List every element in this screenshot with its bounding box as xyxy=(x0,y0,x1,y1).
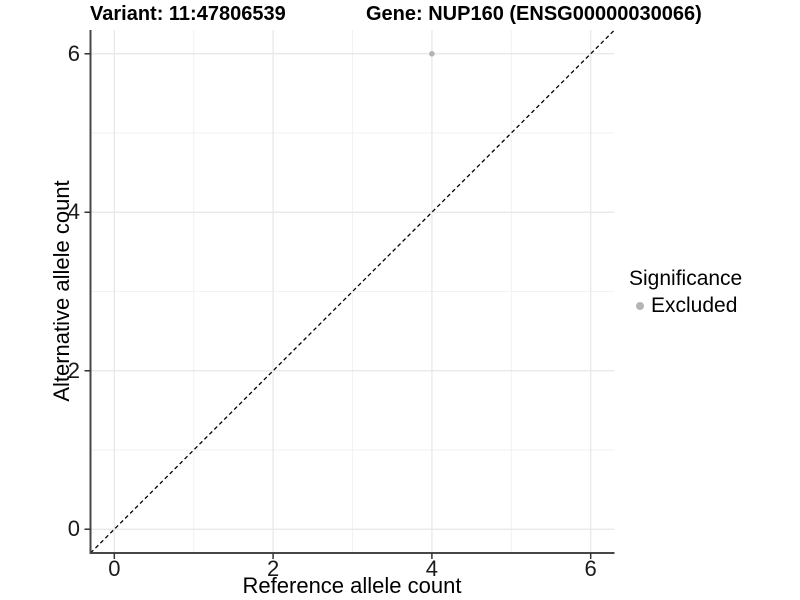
y-tick-label: 0 xyxy=(67,516,80,542)
legend-items: Excluded xyxy=(629,293,742,318)
y-tick-label: 6 xyxy=(67,40,80,66)
legend-title: Significance xyxy=(629,267,743,290)
y-tick-label: 2 xyxy=(67,357,80,383)
plot-title-gene: Gene: NUP160 (ENSG00000030066) xyxy=(366,3,702,25)
data-point xyxy=(429,50,435,57)
x-tick-label: 2 xyxy=(266,556,280,581)
y-tick-label: 4 xyxy=(67,199,80,225)
plot-title-variant: Variant: 11:47806539 xyxy=(90,3,286,25)
identity-line xyxy=(90,29,615,554)
x-tick-label: 4 xyxy=(425,556,439,581)
x-axis-title: Reference allele count xyxy=(242,573,462,598)
y-axis-title: Alternative allele count xyxy=(49,180,74,402)
x-tick-label: 0 xyxy=(108,556,121,581)
legend: Significance Excluded xyxy=(629,266,742,318)
legend-item: Excluded xyxy=(629,293,742,318)
x-tick-label: 6 xyxy=(584,556,597,581)
legend-key-dot-icon xyxy=(636,301,644,310)
legend-item-label: Excluded xyxy=(651,294,738,317)
